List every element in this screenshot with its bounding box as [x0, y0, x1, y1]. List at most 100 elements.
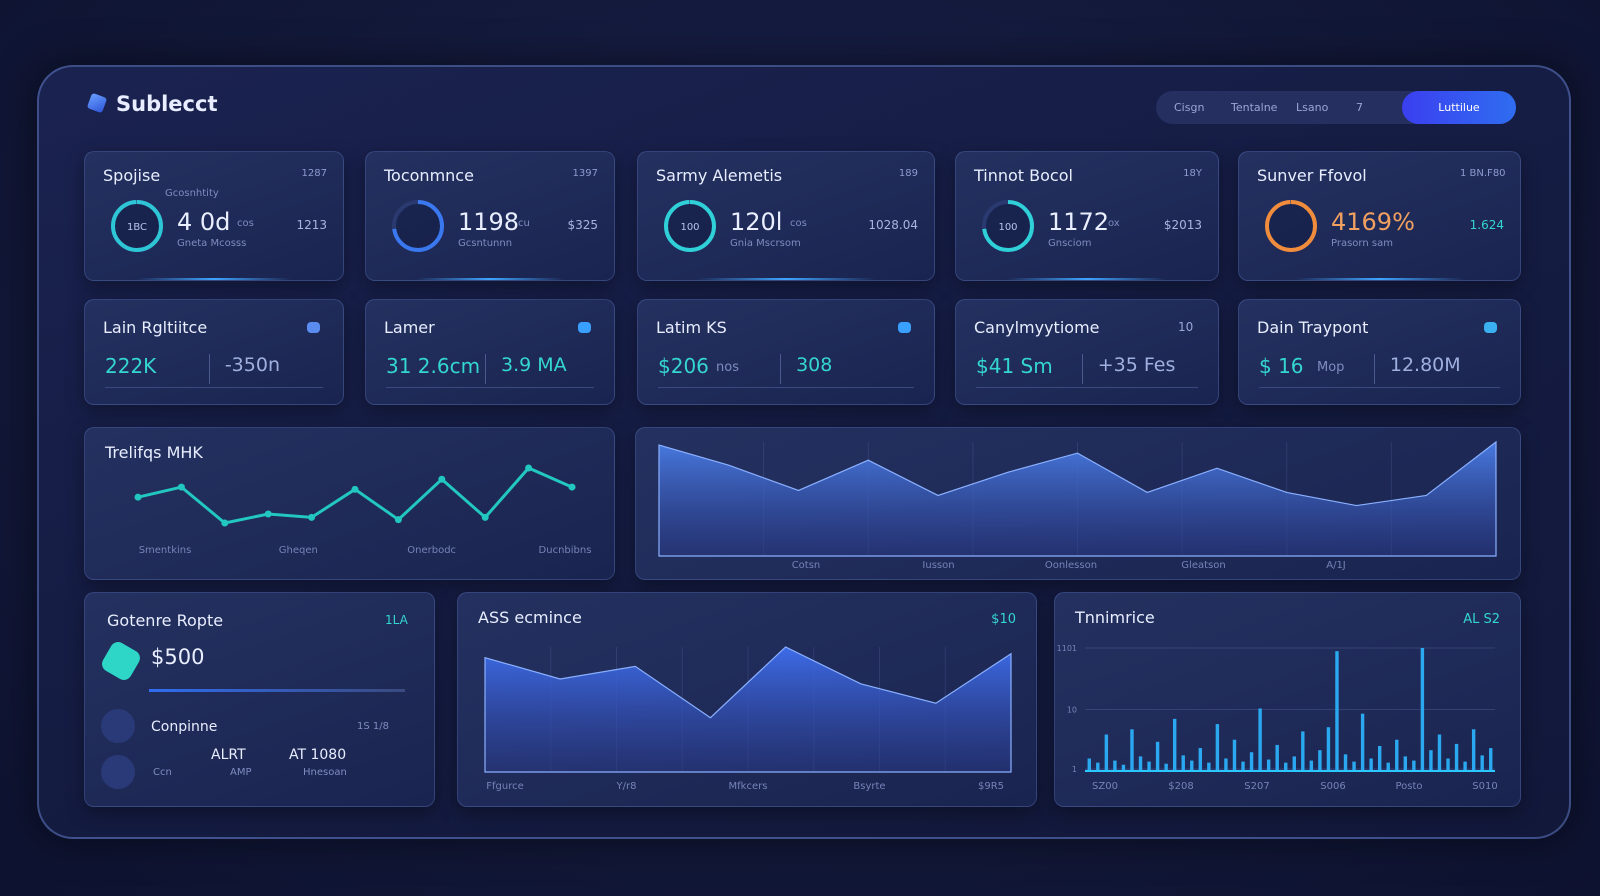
primary-button[interactable]: Luttilue — [1402, 91, 1516, 124]
chart-svg: ASS ecmince $10 Ffgurce Y/r8 Mfkcers Bsyrte $9… — [478, 608, 1016, 792]
bar — [1113, 760, 1117, 771]
x-label: Smentkins — [139, 545, 192, 556]
ring-label: 100 — [680, 222, 699, 233]
point — [568, 483, 576, 491]
x-label: Y/r8 — [616, 781, 637, 792]
kpi-value: 120l — [730, 208, 783, 236]
x-label: Iusson — [922, 560, 954, 571]
progress — [149, 689, 405, 692]
x-label: $208 — [1168, 781, 1193, 792]
row-a: ALRT — [211, 747, 246, 763]
kpi-value: 4 0d — [177, 208, 231, 236]
metric-value: 31 2.6cm — [386, 354, 481, 378]
bar — [1181, 755, 1185, 771]
x-label: Mfkcers — [729, 781, 768, 792]
chart-title: Trelifqs MHK — [104, 443, 203, 462]
bar — [1130, 729, 1134, 771]
metric-value: $41 Sm — [976, 354, 1053, 378]
bar — [1318, 750, 1322, 771]
chart-card: Tnnimrice AL S2 1101 10 1 SZ00 $208 S207 S006 Pos… — [1054, 592, 1521, 807]
kpi-title: Spojise — [103, 166, 161, 185]
kpi-caption: Gcsntunnn — [458, 238, 513, 249]
point — [134, 493, 142, 501]
x-label: Oonlesson — [1045, 560, 1097, 571]
bar — [1266, 759, 1271, 771]
wallet-card: Gotenre Ropte 1LA $500 Conpinne 1S 1/8 Ccn ALR… — [84, 592, 435, 807]
metric-title: Lain Rgltiitce — [103, 318, 208, 337]
bar — [1446, 758, 1450, 771]
chart-badge: $10 — [991, 612, 1016, 627]
metric-badge: 10 — [1178, 320, 1194, 334]
bar — [1360, 713, 1365, 771]
kpi-sub: Gcosnhtity — [165, 188, 219, 199]
divider — [1373, 354, 1375, 384]
metric-card: Canylmyytiome 10 $41 Sm +35 Fes — [955, 299, 1219, 405]
divider — [208, 354, 210, 384]
bar — [1326, 727, 1331, 771]
ring-label: 100 — [998, 222, 1017, 233]
bar — [1471, 729, 1476, 771]
kpi-caption: Prasorn sam — [1331, 238, 1393, 249]
point — [351, 485, 359, 493]
metric-title: Lamer — [384, 318, 435, 337]
bar — [1386, 762, 1390, 771]
wallet-amount: $500 — [151, 645, 205, 669]
underline — [105, 387, 323, 388]
x-label: SZ00 — [1092, 781, 1118, 792]
row-side: 1S 1/8 — [357, 721, 389, 732]
metric-second: 308 — [796, 354, 833, 376]
kpi-card: Toconmnce 1397 1198 cu Gcsntunnn $325 — [365, 151, 615, 281]
bar — [1275, 744, 1279, 771]
metric-title: Dain Traypont — [1257, 318, 1369, 337]
nav-bar: Cisgn Tentalne Lsano 7 Luttilue — [1156, 91, 1516, 124]
y-label: 1 — [1072, 765, 1077, 774]
row-label: Conpinne — [151, 719, 218, 735]
kpi-badge: 189 — [898, 168, 918, 179]
kpi-card: Tinnot Bocol 18Y 100 1172 ox Gnsciom $2013 — [955, 151, 1219, 281]
bar — [1224, 758, 1228, 771]
metric-unit: Mop — [1317, 360, 1345, 375]
bar — [1369, 758, 1373, 771]
kpi-unit: cos — [237, 218, 254, 229]
kpi-card: Spojise 1287 Gcosnhtity 1BC 4 0d cos Gneta Mco… — [84, 151, 344, 281]
wallet-title: Gotenre Ropte — [107, 611, 224, 630]
x-label: Gleatson — [1181, 560, 1225, 571]
kpi-value: 1198 — [458, 208, 520, 236]
x-label: Cotsn — [792, 560, 821, 571]
metric-icon — [578, 322, 591, 333]
x-label: A/1J — [1326, 560, 1346, 571]
metric-card: Lamer 31 2.6cm 3.9 MA — [365, 299, 615, 405]
ring: 1BC — [111, 200, 163, 252]
bar — [1489, 748, 1493, 771]
kpi-unit: cos — [790, 218, 807, 229]
metric-title: Canylmyytiome — [974, 318, 1100, 337]
x-label: Ffgurce — [486, 781, 524, 792]
kpi-value: 4169% — [1331, 208, 1415, 236]
x-label: Gheqen — [279, 545, 318, 556]
bar — [1429, 750, 1433, 771]
ring — [1265, 200, 1317, 252]
ring: 100 — [664, 200, 716, 252]
metric-card: Lain Rgltiitce 222K -350n — [84, 299, 344, 405]
bar — [1480, 755, 1484, 771]
bar — [1377, 745, 1382, 771]
metric-second: 12.80M — [1389, 354, 1461, 376]
bar — [1454, 743, 1459, 771]
divider — [485, 354, 487, 384]
metric-card: Latim KS $206 nos 308 — [637, 299, 935, 405]
bar — [1096, 762, 1100, 771]
metric-icon — [898, 322, 911, 333]
divider — [780, 354, 782, 384]
coin-icon — [101, 755, 135, 789]
y-label: 1101 — [1057, 644, 1077, 653]
ring-arc — [982, 200, 1034, 252]
metric-card: Dain Traypont $ 16 Mop 12.80M — [1238, 299, 1521, 405]
nav-item: Cisgn — [1174, 101, 1205, 114]
kpi-badge: 1287 — [301, 168, 327, 179]
bar — [1309, 760, 1314, 771]
bar — [1121, 764, 1126, 771]
ring-arc — [111, 200, 163, 252]
bar — [1301, 731, 1305, 771]
nav-item: 7 — [1356, 101, 1363, 114]
underline — [658, 387, 914, 388]
